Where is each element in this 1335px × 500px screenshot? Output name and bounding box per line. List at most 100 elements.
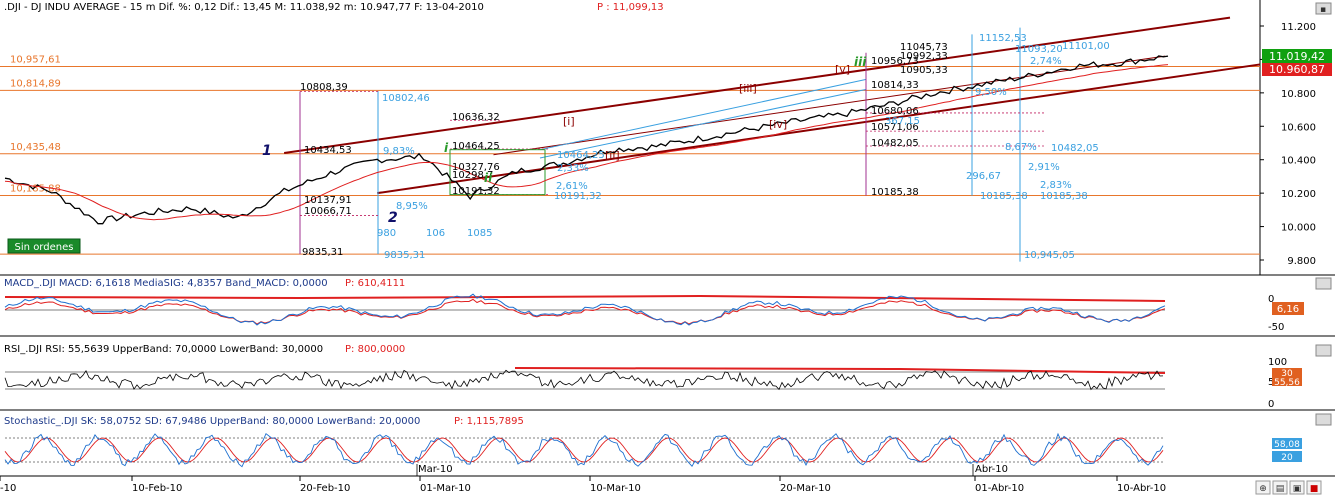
- x-tick-label: 20-Feb-10: [300, 483, 350, 494]
- macd-badge: [1272, 302, 1304, 315]
- annotation-black: 10298,7: [452, 170, 493, 181]
- annotation-black: 10327,76: [452, 162, 500, 173]
- annotation-blue: 10,945,05: [1024, 250, 1075, 261]
- annotation-black: 10482,05: [871, 138, 919, 149]
- moving-average-line: [4, 64, 1169, 221]
- level-label: 10,814,89: [10, 78, 61, 89]
- stoch-panel-button[interactable]: [1315, 413, 1332, 426]
- annotation-blue: 2,83%: [1040, 180, 1072, 191]
- y-tick-label: 11.200: [1281, 22, 1316, 33]
- annotation-black: 10992,33: [900, 51, 948, 62]
- main-panel-button[interactable]: [1315, 2, 1332, 15]
- y-tick-label: 10.800: [1281, 89, 1316, 100]
- stoch-sk-line: [4, 432, 1164, 468]
- stoch-p: P: 1,115,7895: [454, 416, 524, 427]
- annotation-blue: 2,91%: [1028, 162, 1060, 173]
- main-header-text: .DJI - DJ INDU AVERAGE - 15 m Dif. %: 0,…: [4, 2, 484, 13]
- level-label: 10,185,88: [10, 184, 61, 195]
- macd-panel-button[interactable]: [1315, 277, 1332, 290]
- main-panel[interactable]: .DJI - DJ INDU AVERAGE - 15 m Dif. %: 0,…: [0, 0, 1335, 276]
- sin-ordenes-button[interactable]: [7, 238, 81, 254]
- wave-[iv]-label: [iv]: [769, 118, 787, 131]
- annotation-blue: 10185,38: [980, 191, 1028, 202]
- stoch-badge-text: 58,08: [1274, 440, 1300, 450]
- x-tick-label: 01-Abr-10: [975, 483, 1024, 494]
- annotation-black: 10185,38: [871, 187, 919, 198]
- x-tick-label: 10-Abr-10: [1117, 483, 1166, 494]
- annotation-black: 10571,06: [871, 122, 919, 133]
- trend-channel: [283, 16, 1261, 195]
- annotation-black: 10680,06: [871, 106, 919, 117]
- stoch-badge: [1272, 438, 1302, 449]
- stoch-header: Stochastic_.DJI SK: 58,0752 SD: 67,9486 …: [4, 416, 420, 427]
- rsi-panel[interactable]: RSI_.DJI RSI: 55,5639 UpperBand: 70,0000…: [0, 344, 1335, 411]
- current-price-text: 11.019,42: [1269, 50, 1325, 63]
- annotation-blue: 8,95%: [396, 201, 428, 212]
- annotation-black: 10137,91: [304, 195, 352, 206]
- wave-iii-label: iii: [854, 55, 867, 69]
- color-icon: ■: [1310, 484, 1319, 494]
- month-marker-abr: Abr-10: [975, 464, 1008, 475]
- level-label: 10,435,48: [10, 142, 61, 153]
- annotation-black: 10814,33: [871, 80, 919, 91]
- macd-band-line: [4, 294, 1166, 302]
- macd-line: [4, 293, 1166, 326]
- rsi-badge2: [1272, 377, 1302, 386]
- rsi-badge: [1272, 368, 1302, 377]
- annotation-black: 9835,31: [302, 247, 343, 258]
- sin-ordenes-label: Sin ordenes: [15, 242, 74, 253]
- zoom-button[interactable]: [1255, 480, 1271, 495]
- stoch-panel[interactable]: Stochastic_.DJI SK: 58,0752 SD: 67,9486 …: [0, 413, 1335, 477]
- y-tick-label: 9.800: [1287, 256, 1316, 267]
- annotation-blue: 296,67: [966, 171, 1001, 182]
- rsi-line: [4, 369, 1164, 391]
- annotation-black: 10636,32: [452, 112, 500, 123]
- annotation-blue: 11101,00: [1062, 41, 1110, 52]
- stoch-badge2-text: 20: [1281, 453, 1293, 463]
- rsi-tick-100: 100: [1268, 357, 1287, 368]
- zoom-icon: ⊕: [1259, 484, 1267, 494]
- print-button[interactable]: [1272, 480, 1288, 495]
- annotation-black: 10434,53: [304, 145, 352, 156]
- channel-upper: [283, 16, 1231, 155]
- annotation-blue: 10482,05: [1051, 143, 1099, 154]
- macd-panel[interactable]: MACD_.DJI MACD: 6,1618 MediaSIG: 4,8357 …: [0, 277, 1335, 337]
- level-lines: 10,957,61 10,814,89 10,435,48 10,185,88: [0, 55, 1260, 255]
- save-button[interactable]: [1289, 480, 1305, 495]
- annotation-black: 10464,25: [452, 141, 500, 152]
- macd-signal: [4, 298, 1166, 325]
- rsi-series: [4, 367, 1166, 391]
- color-button[interactable]: [1306, 480, 1322, 495]
- level-label: 10,957,61: [10, 55, 61, 66]
- annotation-black: 11045,73: [900, 42, 948, 53]
- annotation-blue: 11093,20: [1015, 44, 1063, 55]
- y-tick-label: 10.600: [1281, 122, 1316, 133]
- price-series: [4, 55, 1169, 225]
- stoch-badge2: [1272, 451, 1302, 462]
- wave-[iii]-label: [iii]: [739, 82, 757, 95]
- rsi-panel-button[interactable]: [1315, 344, 1332, 357]
- annotation-blue: 9,83%: [383, 146, 415, 157]
- annotation-blue: 106: [426, 228, 445, 239]
- annotation-black: 10808,39: [300, 82, 348, 93]
- wave-2-label: 2: [388, 210, 398, 226]
- print-icon: ▤: [1276, 484, 1285, 494]
- y-tick-label: 10.200: [1281, 189, 1316, 200]
- x-axis: -10 10-Feb-10 20-Feb-10 01-Mar-10 10-Mar-10 2…: [0, 464, 1166, 494]
- ma-price-badge: [1262, 63, 1332, 76]
- rsi-header: RSI_.DJI RSI: 55,5639 UpperBand: 70,0000…: [4, 344, 323, 355]
- annotation-blue: 2,74%: [1030, 56, 1062, 67]
- annotation-blue: 1085: [467, 228, 492, 239]
- save-icon: ▣: [1293, 484, 1302, 494]
- annotation-blue: 10185,38: [1040, 191, 1088, 202]
- wave-ii-label: ii: [484, 171, 493, 185]
- month-marker-mar: Mar-10: [418, 464, 453, 475]
- annotation-black: 10191,32: [452, 186, 500, 197]
- main-header-p: P : 11,099,13: [597, 2, 664, 13]
- annotation-black: 10956,73: [871, 56, 919, 67]
- rsi-tick-0: 0: [1268, 399, 1274, 410]
- x-tick-label: 20-Mar-10: [780, 483, 831, 494]
- annotation-blue: 980: [377, 228, 396, 239]
